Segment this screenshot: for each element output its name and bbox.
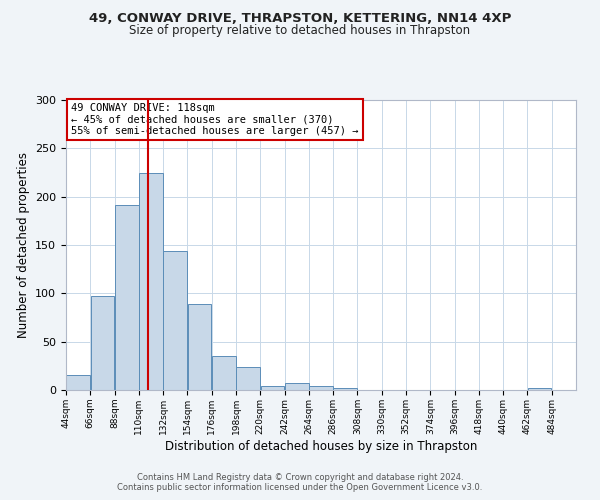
Bar	[309, 386, 333, 390]
Text: 49, CONWAY DRIVE, THRAPSTON, KETTERING, NN14 4XP: 49, CONWAY DRIVE, THRAPSTON, KETTERING, …	[89, 12, 511, 26]
Text: Contains HM Land Registry data © Crown copyright and database right 2024.
Contai: Contains HM Land Registry data © Crown c…	[118, 473, 482, 492]
Bar	[212, 356, 236, 390]
Text: Size of property relative to detached houses in Thrapston: Size of property relative to detached ho…	[130, 24, 470, 37]
Bar	[285, 383, 308, 390]
Bar	[236, 367, 260, 390]
Bar	[66, 374, 90, 390]
Bar	[91, 296, 114, 390]
Text: 49 CONWAY DRIVE: 118sqm
← 45% of detached houses are smaller (370)
55% of semi-d: 49 CONWAY DRIVE: 118sqm ← 45% of detache…	[71, 103, 359, 136]
Bar	[188, 304, 211, 390]
Y-axis label: Number of detached properties: Number of detached properties	[17, 152, 29, 338]
Bar	[139, 174, 163, 390]
X-axis label: Distribution of detached houses by size in Thrapston: Distribution of detached houses by size …	[165, 440, 477, 452]
Bar	[334, 388, 357, 390]
Bar	[260, 386, 284, 390]
Bar	[115, 206, 139, 390]
Bar	[163, 251, 187, 390]
Bar	[528, 388, 551, 390]
